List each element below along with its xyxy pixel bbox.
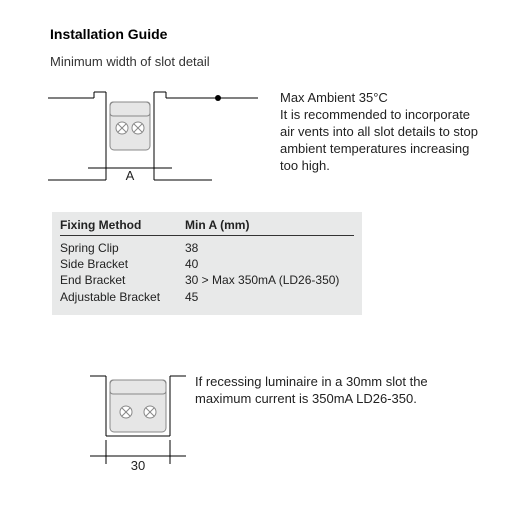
table-cell: 38: [185, 240, 354, 256]
table-row: Side Bracket 40: [60, 256, 354, 272]
table-header-row: Fixing Method Min A (mm): [60, 218, 354, 236]
page-title: Installation Guide: [50, 26, 167, 42]
table-cell: Adjustable Bracket: [60, 289, 185, 305]
table-cell: 40: [185, 256, 354, 272]
vent-icon: [116, 122, 128, 134]
table-row: End Bracket 30 > Max 350mA (LD26-350): [60, 272, 354, 288]
table-header: Fixing Method: [60, 218, 185, 232]
page-subtitle: Minimum width of slot detail: [50, 54, 210, 69]
table-cell: 45: [185, 289, 354, 305]
vent-icon: [132, 122, 144, 134]
dimension-a-label: A: [126, 168, 135, 183]
recess-note-text: If recessing luminaire in a 30mm slot th…: [195, 374, 428, 406]
dimension-30-label: 30: [131, 458, 145, 473]
table-row: Spring Clip 38: [60, 240, 354, 256]
table-cell: Spring Clip: [60, 240, 185, 256]
vent-icon: [144, 406, 156, 418]
table-row: Adjustable Bracket 45: [60, 289, 354, 305]
ambient-note-text: Max Ambient 35°C It is recommended to in…: [280, 90, 478, 173]
fixing-method-table: Fixing Method Min A (mm) Spring Clip 38 …: [52, 212, 362, 315]
vent-icon: [120, 406, 132, 418]
page: Installation Guide Minimum width of slot…: [0, 0, 512, 512]
diagram-slot-30: 30: [90, 368, 190, 478]
ambient-note: Max Ambient 35°C It is recommended to in…: [280, 90, 480, 174]
table-cell: End Bracket: [60, 272, 185, 288]
diagram-slot-a: A: [48, 80, 258, 200]
recess-note: If recessing luminaire in a 30mm slot th…: [195, 374, 445, 408]
table-cell: 30 > Max 350mA (LD26-350): [185, 272, 354, 288]
table-cell: Side Bracket: [60, 256, 185, 272]
table-header: Min A (mm): [185, 218, 354, 232]
